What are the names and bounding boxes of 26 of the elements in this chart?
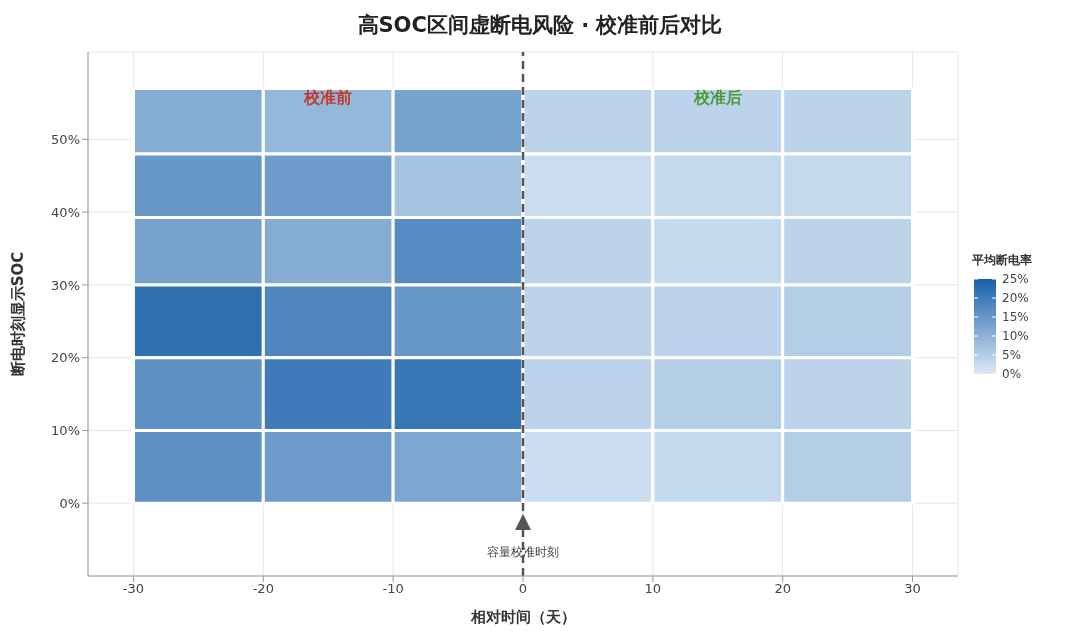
y-tick-label: 50%	[51, 131, 80, 147]
y-tick-label: 10%	[51, 423, 80, 439]
chart-title: 高SOC区间虚断电风险 · 校准前后对比	[356, 12, 724, 39]
x-tick-label: 30	[904, 581, 921, 597]
x-tick-label: 10	[644, 581, 662, 597]
color-bar-label: 15%	[1002, 310, 1029, 324]
annotation: 校准前	[302, 88, 354, 109]
y-tick-label: 40%	[51, 204, 80, 220]
x-tick-label: -30	[122, 581, 145, 597]
y-tick-label: 30%	[51, 277, 80, 293]
color-bar-label: 5%	[1002, 348, 1022, 362]
y-axis-title: 断电时刻显示SOC	[9, 251, 28, 377]
x-tick-label: -20	[252, 581, 274, 597]
x-tick-label: 0	[518, 581, 528, 597]
annotation: 校准后	[692, 88, 743, 109]
x-tick-label: -10	[382, 581, 404, 597]
color-bar-title: 平均断电率	[972, 252, 1033, 269]
color-bar-label: 0%	[1002, 367, 1022, 381]
color-bar-label: 25%	[1002, 272, 1029, 286]
x-axis-title: 相对时间（天）	[469, 608, 576, 626]
color-bar-label: 10%	[1002, 329, 1029, 343]
ref-line-label: 容量校准时刻	[487, 545, 559, 559]
y-tick-label: 20%	[51, 350, 80, 366]
y-tick-label: 0%	[59, 495, 80, 511]
color-bar-label: 20%	[1002, 291, 1029, 305]
x-tick-label: 20	[774, 581, 791, 597]
